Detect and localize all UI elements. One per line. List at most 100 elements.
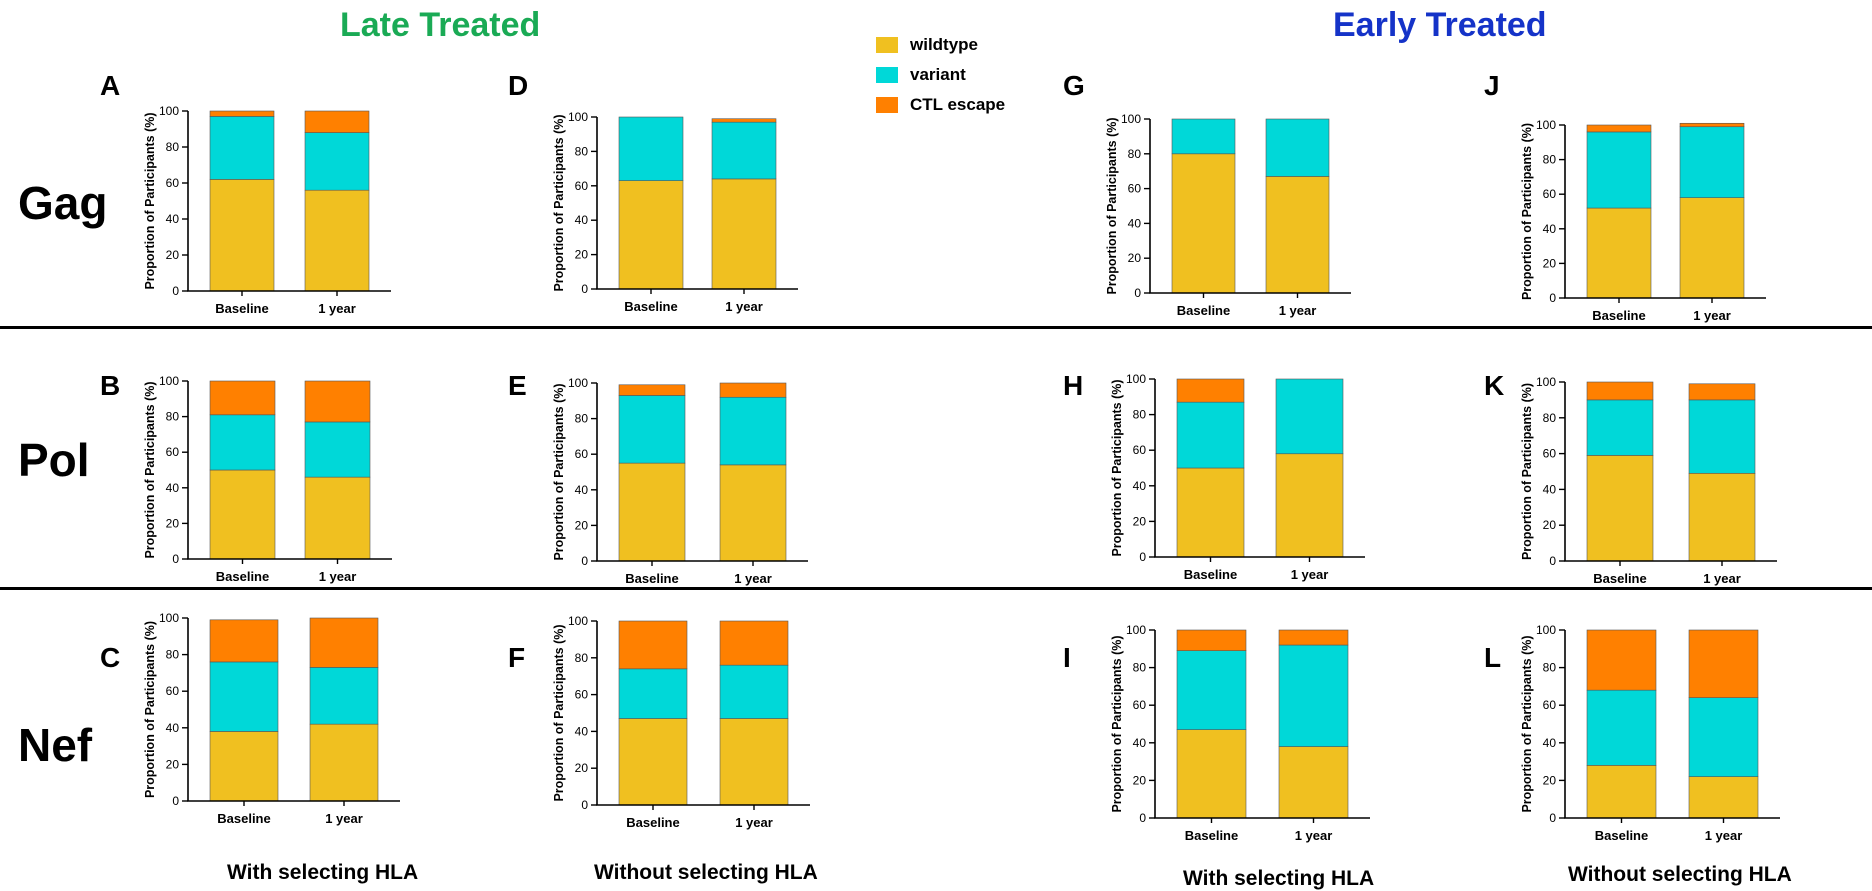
panel-letter-l: L bbox=[1484, 642, 1502, 673]
x-tick-label: 1 year bbox=[735, 815, 773, 830]
y-tick-label: 100 bbox=[568, 376, 588, 390]
bar-segment-ctl-escape bbox=[304, 110, 370, 133]
x-tick-label: Baseline bbox=[625, 571, 678, 586]
x-tick-label: Baseline bbox=[624, 299, 677, 314]
y-tick-label: 80 bbox=[166, 648, 180, 662]
gene-label-pol: Pol bbox=[18, 434, 90, 486]
chart-panel-h: 0 20 40 60 80 100 Baseline 1 year Proportion of … bbox=[1110, 372, 1365, 582]
bar-segment-variant bbox=[1278, 644, 1349, 747]
bar-segment-wildtype bbox=[1688, 472, 1756, 562]
panel-letter-j: J bbox=[1484, 70, 1500, 101]
y-tick-label: 20 bbox=[166, 248, 180, 262]
bar-segment-variant bbox=[209, 661, 279, 732]
y-tick-label: 40 bbox=[1543, 482, 1557, 496]
bar-segment-variant bbox=[618, 395, 686, 464]
legend-item-ctl-escape: CTL escape bbox=[876, 90, 1005, 120]
y-tick-label: 80 bbox=[575, 412, 589, 426]
y-axis-label: Proportion of Participants (%) bbox=[552, 383, 566, 560]
bar-segment-wildtype bbox=[618, 462, 686, 562]
y-tick-label: 80 bbox=[575, 144, 589, 158]
y-tick-label: 40 bbox=[575, 483, 589, 497]
y-tick-label: 60 bbox=[166, 684, 180, 698]
y-tick-label: 60 bbox=[166, 445, 180, 459]
bar-segment-wildtype bbox=[304, 476, 371, 560]
x-tick-label: 1 year bbox=[725, 299, 763, 314]
bar-segment-variant bbox=[618, 668, 688, 719]
y-axis-label: Proportion of Participants (%) bbox=[1520, 383, 1534, 560]
y-tick-label: 60 bbox=[1543, 187, 1557, 201]
y-tick-label: 100 bbox=[159, 374, 179, 388]
early-treated-title: Early Treated bbox=[1333, 6, 1547, 44]
x-tick-label: Baseline bbox=[626, 815, 679, 830]
y-tick-label: 60 bbox=[575, 179, 589, 193]
bar-segment-wildtype bbox=[309, 723, 379, 802]
bar-segment-ctl-escape bbox=[209, 110, 275, 117]
y-tick-label: 80 bbox=[1543, 153, 1557, 167]
y-tick-label: 40 bbox=[1543, 736, 1557, 750]
y-tick-label: 80 bbox=[1543, 661, 1557, 675]
y-tick-label: 60 bbox=[1133, 443, 1147, 457]
y-tick-label: 40 bbox=[1543, 222, 1557, 236]
x-tick-label: 1 year bbox=[1279, 303, 1317, 318]
bar-segment-ctl-escape bbox=[304, 380, 371, 423]
x-tick-label: 1 year bbox=[1703, 571, 1741, 586]
x-tick-label: Baseline bbox=[1185, 828, 1238, 843]
y-tick-label: 60 bbox=[575, 447, 589, 461]
y-tick-label: 40 bbox=[1133, 479, 1147, 493]
y-tick-label: 0 bbox=[581, 282, 588, 296]
x-tick-label: 1 year bbox=[1693, 308, 1731, 323]
bar-segment-wildtype bbox=[1586, 207, 1652, 299]
bar-segment-variant bbox=[618, 116, 684, 181]
y-axis-label: Proportion of Participants (%) bbox=[143, 381, 157, 558]
y-tick-label: 40 bbox=[1128, 216, 1142, 230]
y-tick-label: 20 bbox=[1543, 256, 1557, 270]
y-tick-label: 20 bbox=[1543, 518, 1557, 532]
panel-letter-k: K bbox=[1484, 370, 1505, 401]
bar-segment-ctl-escape bbox=[719, 620, 789, 666]
bar-segment-variant bbox=[1586, 131, 1652, 209]
y-tick-label: 80 bbox=[1543, 411, 1557, 425]
y-tick-label: 0 bbox=[1139, 811, 1146, 825]
y-tick-label: 0 bbox=[581, 554, 588, 568]
y-tick-label: 60 bbox=[575, 688, 589, 702]
bar-segment-wildtype bbox=[1171, 153, 1236, 294]
chart-panel-g: 0 20 40 60 80 100 Baseline 1 year Proportion of … bbox=[1105, 112, 1351, 318]
gene-label-nef: Nef bbox=[18, 719, 93, 771]
y-tick-label: 0 bbox=[1549, 291, 1556, 305]
y-tick-label: 0 bbox=[1134, 286, 1141, 300]
x-tick-label: 1 year bbox=[325, 811, 363, 826]
chart-panel-i: 0 20 40 60 80 100 Baseline 1 year Proportion of … bbox=[1110, 623, 1370, 843]
bar-segment-wildtype bbox=[618, 180, 684, 290]
y-tick-label: 80 bbox=[1133, 408, 1147, 422]
y-tick-label: 100 bbox=[568, 614, 588, 628]
x-tick-label: Baseline bbox=[1595, 828, 1648, 843]
y-tick-label: 60 bbox=[1128, 182, 1142, 196]
y-tick-label: 100 bbox=[1126, 623, 1146, 637]
bar-segment-ctl-escape bbox=[1688, 629, 1759, 698]
y-tick-label: 0 bbox=[172, 794, 179, 808]
legend-swatch-variant bbox=[876, 67, 898, 83]
x-tick-label: Baseline bbox=[217, 811, 270, 826]
panel-letter-a: A bbox=[100, 70, 121, 101]
chart-panel-b: 0 20 40 60 80 100 Baseline 1 year Proportion of … bbox=[143, 374, 392, 584]
x-tick-label: 1 year bbox=[318, 301, 356, 316]
x-tick-label: Baseline bbox=[1592, 308, 1645, 323]
bar-segment-wildtype bbox=[618, 718, 688, 806]
x-tick-label: Baseline bbox=[1593, 571, 1646, 586]
y-tick-label: 60 bbox=[1543, 447, 1557, 461]
bar-segment-variant bbox=[1176, 401, 1245, 469]
bar-segment-variant bbox=[1679, 126, 1745, 198]
bar-segment-ctl-escape bbox=[209, 619, 279, 663]
chart-panel-d: 0 20 40 60 80 100 Baseline 1 year Proportion of … bbox=[552, 110, 798, 314]
x-tick-label: Baseline bbox=[215, 301, 268, 316]
bar-segment-wildtype bbox=[1265, 176, 1330, 294]
bar-segment-ctl-escape bbox=[719, 382, 787, 398]
bar-segment-variant bbox=[1176, 650, 1247, 730]
footer-without-selecting-hla: Without selecting HLA bbox=[594, 861, 818, 884]
y-tick-label: 100 bbox=[568, 110, 588, 124]
bar-segment-wildtype bbox=[719, 464, 787, 562]
footer-with-selecting-hla: With selecting HLA bbox=[1183, 867, 1375, 890]
bar-segment-ctl-escape bbox=[209, 380, 276, 416]
bar-segment-wildtype bbox=[1586, 765, 1657, 819]
y-tick-label: 0 bbox=[172, 284, 179, 298]
